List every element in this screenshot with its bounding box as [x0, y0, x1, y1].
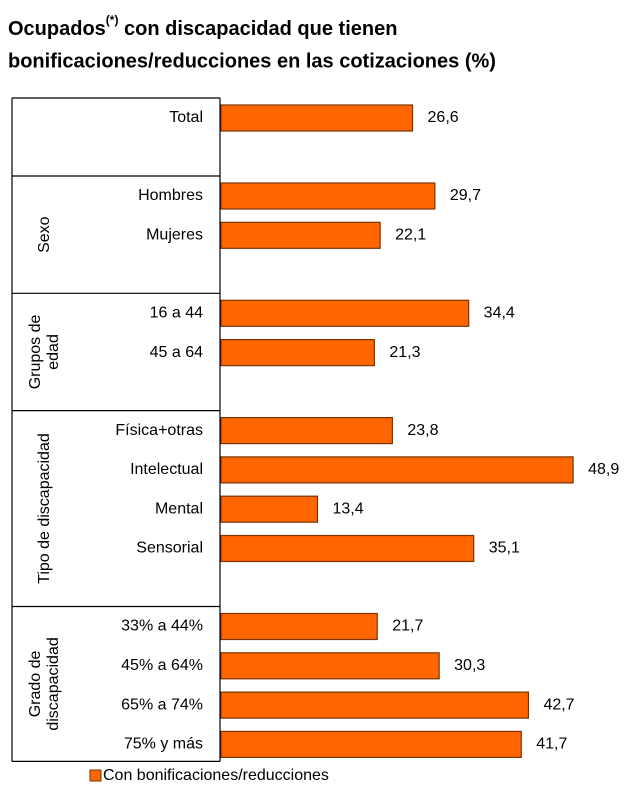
bar — [220, 182, 436, 210]
value-label: 26,6 — [428, 109, 459, 126]
value-label: 21,3 — [389, 344, 420, 361]
value-label: 22,1 — [395, 227, 426, 244]
category-label: Sensorial — [136, 540, 203, 557]
category-label: Hombres — [138, 187, 203, 204]
bar — [220, 417, 393, 445]
bar — [220, 456, 574, 484]
group-label: Tipo de discapacidad — [36, 433, 53, 584]
value-label: 48,9 — [588, 461, 619, 478]
bar — [220, 495, 319, 523]
bar — [220, 299, 470, 327]
bar — [220, 730, 522, 759]
bar — [220, 534, 475, 563]
bar — [220, 691, 530, 719]
category-label: Total — [169, 109, 203, 126]
group-label: Grupos de — [27, 314, 44, 389]
bar — [220, 339, 375, 367]
chart-title-line2: bonificaciones/reducciones en las cotiza… — [8, 50, 496, 72]
bar — [220, 612, 378, 641]
title-main: Ocupados — [8, 18, 106, 40]
value-label: 34,4 — [484, 305, 515, 322]
category-label: Física+otras — [115, 422, 203, 439]
category-label: Mental — [155, 500, 203, 517]
bar — [220, 221, 381, 249]
group-label: edad — [45, 334, 62, 370]
group-label: discapacidad — [45, 637, 62, 730]
group-label: Grado de — [27, 650, 44, 717]
value-label: 23,8 — [407, 422, 438, 439]
value-label: 21,7 — [392, 618, 423, 635]
category-label: 33% a 44% — [121, 618, 203, 635]
group-label: Sexo — [36, 216, 53, 253]
category-label: Intelectual — [130, 461, 203, 478]
legend-swatch — [89, 769, 102, 782]
value-label: 29,7 — [450, 187, 481, 204]
category-label: Mujeres — [146, 227, 203, 244]
category-label: 75% y más — [124, 736, 203, 753]
title-rest: con discapacidad que tienen — [118, 18, 397, 40]
category-label: 45% a 64% — [121, 657, 203, 674]
bar — [220, 652, 440, 680]
title-sup: (*) — [106, 13, 119, 27]
category-label: 16 a 44 — [150, 305, 203, 322]
value-label: 13,4 — [332, 500, 363, 517]
value-label: 41,7 — [536, 736, 567, 753]
chart-title: Ocupados(*) con discapacidad que tienen — [8, 13, 397, 40]
value-label: 35,1 — [489, 540, 520, 557]
category-label: 45 a 64 — [150, 344, 203, 361]
category-label: 65% a 74% — [121, 696, 203, 713]
value-label: 42,7 — [543, 696, 574, 713]
bar — [220, 104, 414, 132]
value-label: 30,3 — [454, 657, 485, 674]
legend-label: Con bonificaciones/reducciones — [103, 767, 329, 784]
